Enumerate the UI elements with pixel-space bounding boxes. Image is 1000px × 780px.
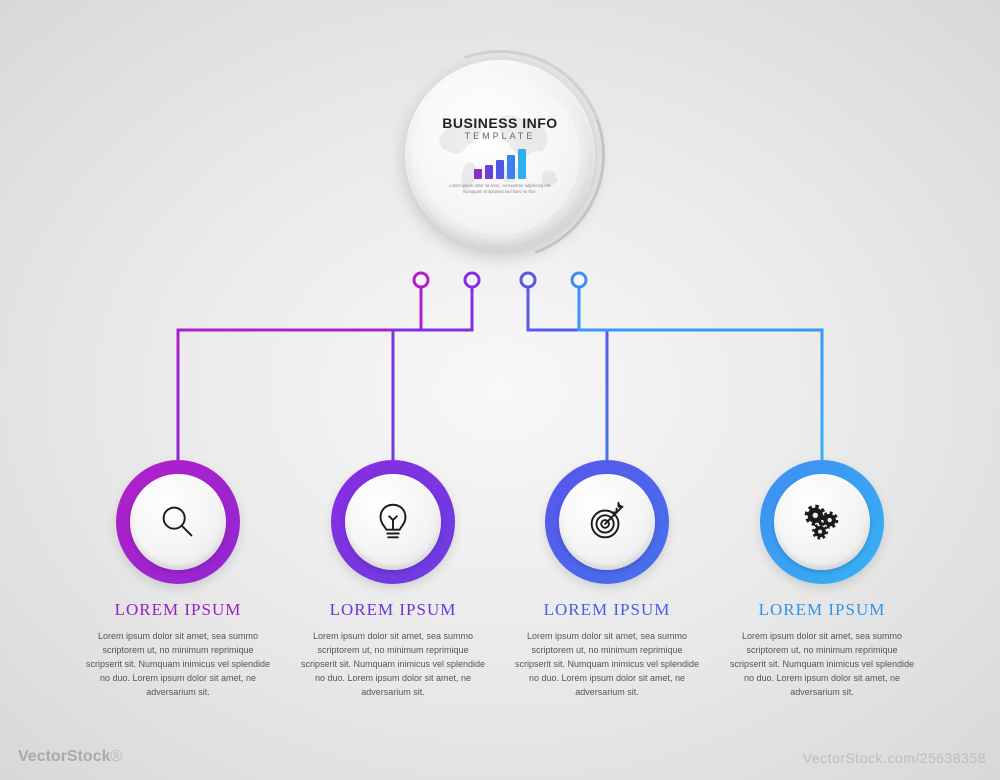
watermark-brand-name: VectorStock [18,748,110,765]
item-body: Lorem ipsum dolor sit amet, sea summo sc… [293,630,493,700]
infographic-item-4: LOREM IPSUM Lorem ipsum dolor sit amet, s… [722,460,922,700]
center-badge-inner: BUSINESS INFO TEMPLATE Lorem ipsum dolor… [420,75,580,235]
center-title: BUSINESS INFO [442,116,557,131]
item-body: Lorem ipsum dolor sit amet, sea summo sc… [722,630,922,700]
item-ring-inner [345,474,441,570]
infographic-item-2: LOREM IPSUM Lorem ipsum dolor sit amet, s… [293,460,493,700]
center-lorem: Lorem ipsum dolor sit amet, consectetur … [440,183,560,194]
item-title: LOREM IPSUM [722,600,922,620]
item-ring-inner [559,474,655,570]
item-title: LOREM IPSUM [293,600,493,620]
infographic-item-3: LOREM IPSUM Lorem ipsum dolor sit amet, s… [507,460,707,700]
watermark-brand: VectorStock® [18,748,122,766]
infographic-canvas: BUSINESS INFO TEMPLATE Lorem ipsum dolor… [0,0,1000,780]
item-body: Lorem ipsum dolor sit amet, sea summo sc… [507,630,707,700]
item-ring [545,460,669,584]
item-ring-inner [130,474,226,570]
item-title: LOREM IPSUM [78,600,278,620]
watermark-brand-suffix: ® [110,748,122,765]
item-ring [331,460,455,584]
item-ring [760,460,884,584]
target-icon [584,499,630,545]
item-ring-inner [774,474,870,570]
watermark-id: VectorStock.com/25638358 [803,750,986,766]
infographic-item-1: LOREM IPSUM Lorem ipsum dolor sit amet, s… [78,460,278,700]
bulb-icon [370,499,416,545]
gears-icon [799,499,845,545]
item-title: LOREM IPSUM [507,600,707,620]
item-body: Lorem ipsum dolor sit amet, sea summo sc… [78,630,278,700]
center-mini-chart [474,147,526,179]
item-ring [116,460,240,584]
magnifier-icon [155,499,201,545]
center-subtitle: TEMPLATE [465,131,536,141]
center-badge: BUSINESS INFO TEMPLATE Lorem ipsum dolor… [405,60,595,250]
